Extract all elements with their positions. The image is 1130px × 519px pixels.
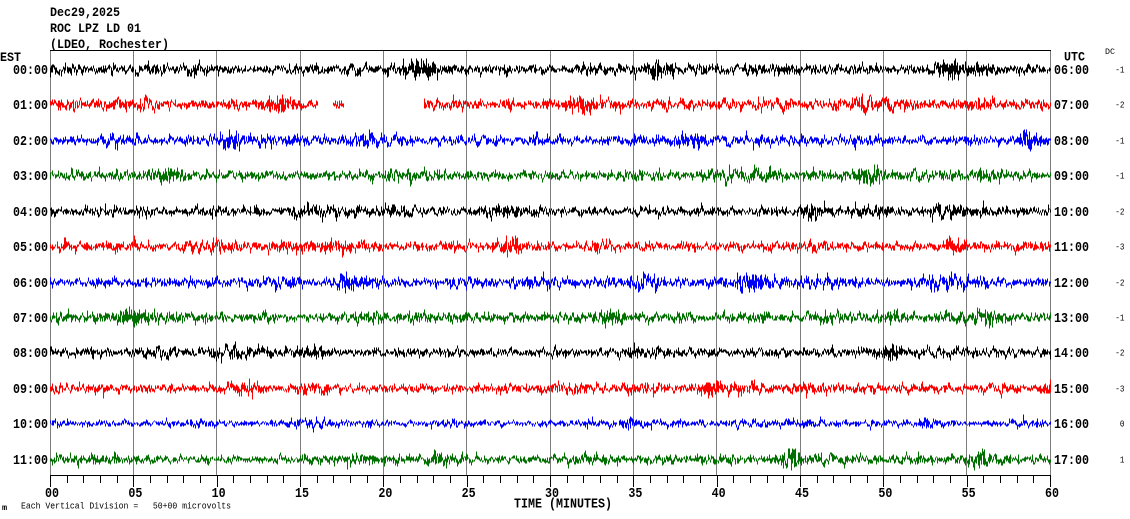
svg-text:00: 00 xyxy=(45,486,59,502)
svg-text:03:00: 03:00 xyxy=(13,169,48,185)
svg-text:13:00: 13:00 xyxy=(1054,311,1089,327)
svg-text:(LDEO, Rochester): (LDEO, Rochester) xyxy=(50,37,169,52)
svg-text:06:00: 06:00 xyxy=(1054,63,1089,79)
svg-text:16:00: 16:00 xyxy=(1054,417,1089,433)
svg-text:09:00: 09:00 xyxy=(1054,169,1089,185)
svg-text:40: 40 xyxy=(712,486,726,502)
svg-text:11:00: 11:00 xyxy=(13,453,48,469)
svg-text:m: m xyxy=(2,503,7,513)
svg-text:05: 05 xyxy=(128,486,142,502)
svg-text:TIME (MINUTES): TIME (MINUTES) xyxy=(514,498,612,513)
svg-text:14:00: 14:00 xyxy=(1054,346,1089,362)
svg-text:Each Vertical Division = 50+: Each Vertical Division = 50+00 microvolt… xyxy=(21,502,231,512)
svg-text:-1: -1 xyxy=(1115,171,1124,182)
svg-text:10:00: 10:00 xyxy=(1054,205,1089,221)
svg-text:-2: -2 xyxy=(1115,100,1124,111)
svg-text:17:00: 17:00 xyxy=(1054,453,1089,469)
svg-text:25: 25 xyxy=(462,486,476,502)
svg-text:EST: EST xyxy=(0,50,21,65)
svg-text:0: 0 xyxy=(1120,419,1125,430)
svg-text:45: 45 xyxy=(795,486,809,502)
svg-text:05:00: 05:00 xyxy=(13,240,48,256)
svg-text:ROC LPZ LD 01: ROC LPZ LD 01 xyxy=(50,21,141,36)
svg-text:15:00: 15:00 xyxy=(1054,382,1089,398)
svg-text:02:00: 02:00 xyxy=(13,134,48,150)
svg-text:04:00: 04:00 xyxy=(13,205,48,221)
svg-text:-3: -3 xyxy=(1115,242,1124,253)
svg-text:12:00: 12:00 xyxy=(1054,276,1089,292)
svg-text:50: 50 xyxy=(878,486,892,502)
svg-text:06:00: 06:00 xyxy=(13,276,48,292)
svg-text:10:00: 10:00 xyxy=(13,417,48,433)
svg-text:-2: -2 xyxy=(1115,207,1124,218)
svg-text:20: 20 xyxy=(378,486,392,502)
svg-text:08:00: 08:00 xyxy=(13,346,48,362)
svg-text:-3: -3 xyxy=(1115,384,1124,395)
svg-text:00:00: 00:00 xyxy=(13,63,48,79)
svg-text:09:00: 09:00 xyxy=(13,382,48,398)
svg-text:Dec29,2025: Dec29,2025 xyxy=(50,5,120,20)
svg-text:35: 35 xyxy=(628,486,642,502)
svg-text:15: 15 xyxy=(295,486,309,502)
svg-text:60: 60 xyxy=(1045,486,1059,502)
svg-text:-1: -1 xyxy=(1115,313,1124,324)
svg-text:10: 10 xyxy=(212,486,226,502)
svg-text:01:00: 01:00 xyxy=(13,98,48,114)
svg-text:30: 30 xyxy=(545,486,559,502)
svg-text:11:00: 11:00 xyxy=(1054,240,1089,256)
svg-text:1: 1 xyxy=(1120,455,1125,466)
svg-text:07:00: 07:00 xyxy=(1054,98,1089,114)
svg-text:-2: -2 xyxy=(1115,278,1124,289)
svg-text:-1: -1 xyxy=(1115,65,1124,76)
svg-text:-1: -1 xyxy=(1115,136,1124,147)
svg-text:-2: -2 xyxy=(1115,348,1124,359)
svg-text:DC: DC xyxy=(1105,47,1115,57)
svg-text:08:00: 08:00 xyxy=(1054,134,1089,150)
svg-text:UTC: UTC xyxy=(1064,50,1085,65)
svg-text:07:00: 07:00 xyxy=(13,311,48,327)
svg-text:55: 55 xyxy=(962,486,976,502)
